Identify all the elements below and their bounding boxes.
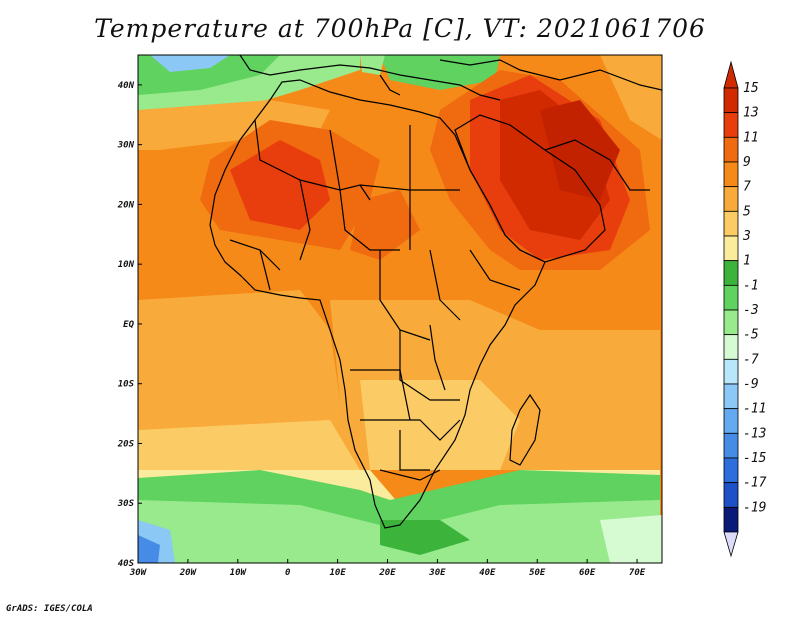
colorbar-swatch (723, 87, 739, 114)
lon-tick-label: 50E (529, 568, 546, 578)
lat-tick-label: 20S (117, 439, 135, 449)
colorbar-swatch (723, 506, 739, 533)
colorbar-swatch (723, 482, 739, 508)
colorbar-swatch (723, 210, 739, 237)
colorbar-swatch (723, 309, 739, 336)
longitude-axis: 30W 20W 10W 0 10E 20E 30E 40E 50E 60E 70E (129, 559, 646, 578)
colorbar-label: 5 (743, 204, 751, 219)
colorbar-swatch (723, 161, 739, 188)
colorbar-label: -15 (743, 451, 767, 466)
colorbar-label: 15 (743, 81, 759, 96)
colorbar-label: -17 (743, 476, 767, 491)
lat-tick-label: EQ (123, 320, 134, 330)
lon-tick-label: 0 (285, 568, 291, 578)
colorbar-label: -1 (743, 278, 759, 293)
colorbar-swatch (723, 260, 739, 286)
colorbar-bottom-arrow (723, 531, 739, 558)
temperature-field (138, 55, 662, 563)
colorbar-swatch (723, 457, 739, 484)
lat-tick-label: 30N (117, 141, 135, 151)
colorbar-label: 7 (743, 180, 751, 195)
lat-tick-label: 10N (118, 260, 135, 270)
latitude-axis: 40N 30N 20N 10N EQ 10S 20S 30S 40S (117, 81, 142, 569)
colorbar-label: -5 (743, 328, 759, 343)
lon-tick-label: 10W (230, 568, 248, 578)
lon-tick-label: 70E (629, 568, 646, 578)
lon-tick-label: 60E (579, 568, 596, 578)
colorbar-label: -19 (743, 500, 766, 515)
lat-tick-label: 20N (117, 200, 135, 210)
chart-title: Temperature at 700hPa [C], VT: 202106170… (94, 14, 706, 43)
colorbar-label: 9 (743, 155, 751, 170)
coastlines (209, 55, 662, 529)
lat-tick-label: 10S (118, 380, 135, 390)
lon-tick-label: 30E (428, 568, 446, 578)
lon-tick-label: 20E (378, 568, 396, 578)
colorbar-swatch (723, 432, 739, 459)
lon-tick-label: 10E (329, 568, 346, 578)
lon-tick-label: 40E (479, 568, 496, 578)
grads-credit: GrADS: IGES/COLA (6, 604, 93, 614)
lat-tick-label: 30S (117, 499, 135, 509)
lon-tick-label: 30W (129, 568, 148, 578)
colorbar-label: 11 (743, 130, 759, 145)
colorbar-label: -7 (743, 352, 759, 367)
colorbar-swatch (723, 136, 739, 163)
colorbar-label: -9 (743, 377, 759, 392)
colorbar-swatch (723, 235, 739, 262)
colorbar-swatch (723, 186, 739, 212)
colorbar-label: 13 (743, 106, 759, 121)
colorbar-label: -3 (743, 303, 759, 318)
colorbar-swatch (723, 284, 739, 311)
map-frame (137, 54, 663, 564)
lat-tick-label: 40N (118, 81, 135, 91)
colorbar-swatch (723, 112, 739, 138)
colorbar-label: 1 (743, 254, 751, 269)
colorbar-swatch (723, 334, 739, 360)
colorbar-label: 3 (742, 229, 751, 244)
colorbar-top-arrow (723, 60, 739, 89)
lon-tick-label: 20W (179, 568, 198, 578)
colorbar-swatch (723, 358, 739, 385)
colorbar-label: -13 (743, 426, 766, 441)
lat-tick-label: 40S (118, 559, 135, 569)
colorbar-swatch (723, 383, 739, 410)
colorbar-label: -11 (743, 402, 766, 417)
colorbar: 15 13 11 9 7 5 3 1 -1 -3 -5 -7 -9 -11 -13 -15 -17 -19 (723, 60, 767, 558)
colorbar-swatch (723, 408, 739, 434)
